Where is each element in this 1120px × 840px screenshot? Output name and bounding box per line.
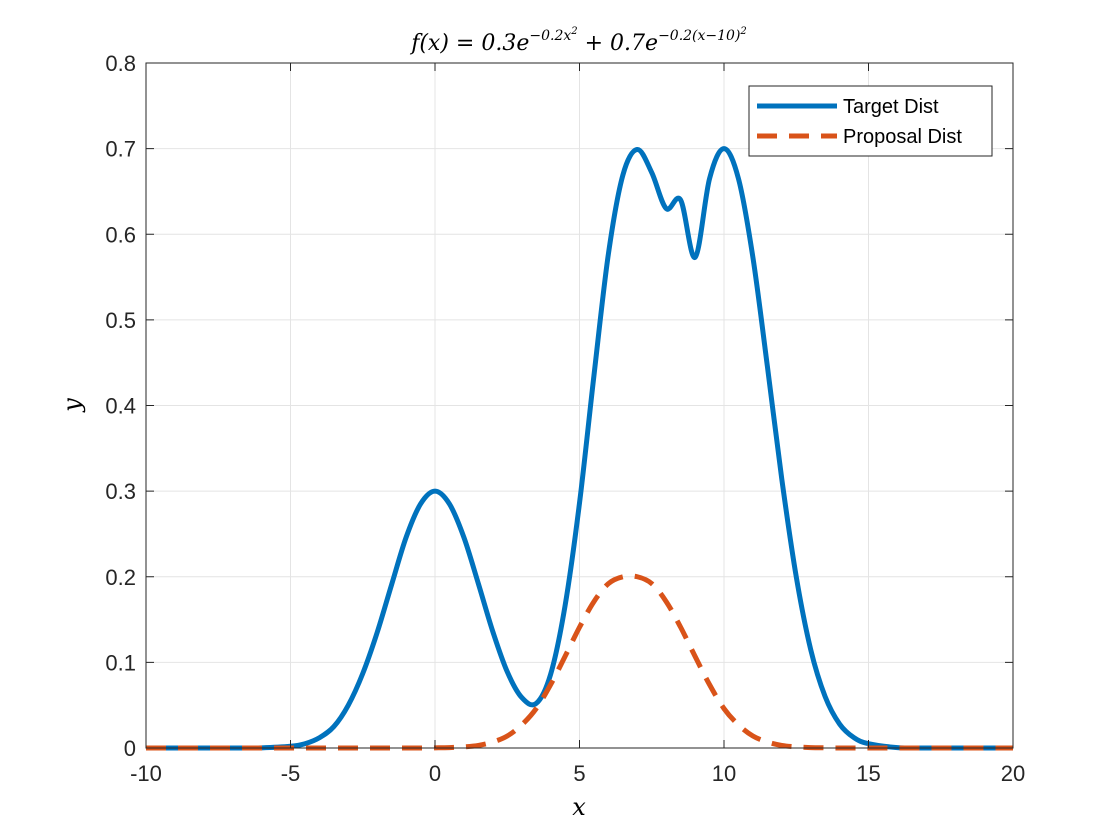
legend-label-proposal: Proposal Dist [843, 126, 962, 148]
y-axis-label: y [58, 398, 86, 413]
x-tick-label: 15 [856, 761, 880, 786]
legend: Target Dist Proposal Dist [748, 85, 993, 157]
title-middle: + 0.7e [578, 31, 658, 56]
y-tick-label: 0.7 [105, 137, 136, 162]
y-tick-label: 0.6 [105, 222, 136, 247]
x-tick-label: -10 [130, 761, 162, 786]
x-tick-label: 0 [429, 761, 441, 786]
y-tick-label: 0.2 [105, 565, 136, 590]
x-tick-label: 5 [573, 761, 585, 786]
title-exponent-2-power: 2 [739, 26, 746, 37]
title-exponent-1-power: 2 [570, 26, 577, 37]
x-tick-labels: -10 -5 0 5 10 15 20 [130, 761, 1025, 786]
chart-title: f(x) = 0.3e−0.2x2 + 0.7e−0.2(x−10)2 [409, 26, 747, 56]
title-exponent-1: −0.2x [529, 28, 571, 44]
y-tick-label: 0.5 [105, 308, 136, 333]
y-tick-label: 0.1 [105, 650, 136, 675]
axis-ticks [145, 62, 1014, 749]
legend-label-target: Target Dist [843, 96, 939, 118]
x-tick-label: 10 [712, 761, 736, 786]
series-line-target-dist [145, 146, 1014, 751]
title-exponent-2: −0.2(x−10) [658, 28, 740, 44]
x-tick-label: -5 [281, 761, 301, 786]
y-tick-labels: 0 0.1 0.2 0.3 0.4 0.5 0.6 0.7 0.8 [105, 51, 136, 761]
y-tick-label: 0.3 [105, 479, 136, 504]
y-tick-label: 0.4 [105, 394, 136, 419]
legend-box [748, 85, 993, 157]
y-tick-label: 0 [124, 736, 136, 761]
x-axis-label: x [572, 793, 586, 821]
y-tick-label: 0.8 [105, 51, 136, 76]
x-tick-label: 20 [1001, 761, 1025, 786]
title-lhs: f(x) = 0.3e [409, 31, 529, 56]
